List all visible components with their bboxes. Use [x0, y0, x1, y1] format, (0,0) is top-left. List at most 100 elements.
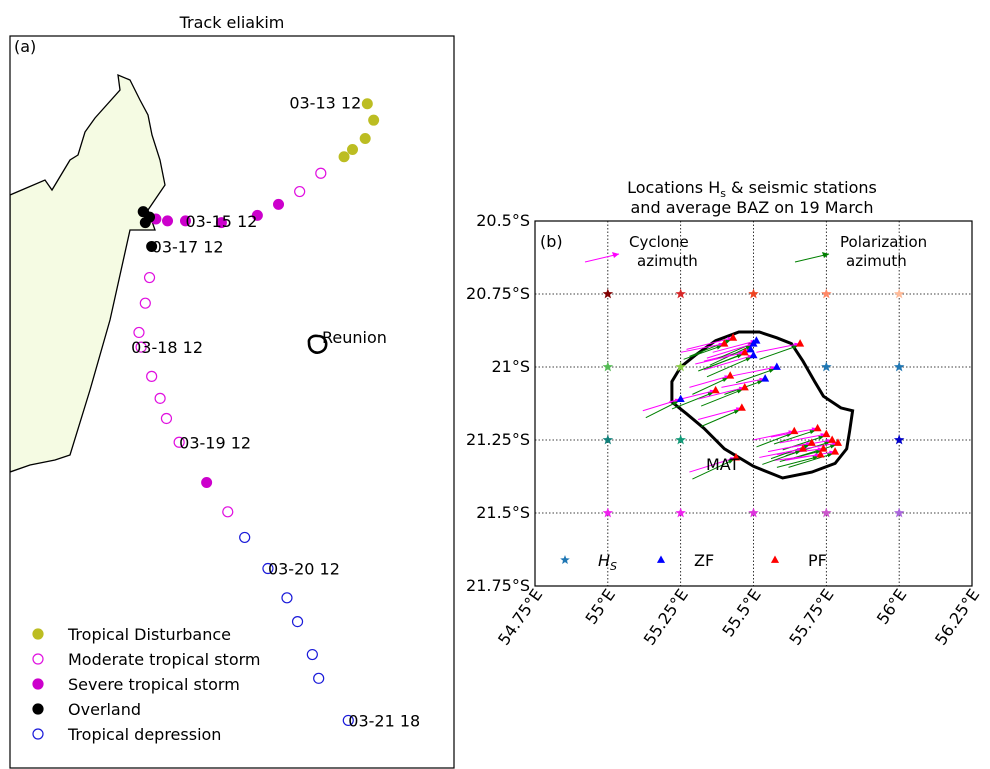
hs-point-5: [602, 361, 614, 372]
hs-point-16: [893, 507, 905, 518]
track-annotation-4: 03-19 12: [179, 433, 251, 452]
pf-station-8: [740, 347, 749, 356]
legend-marker-overland: [32, 703, 44, 715]
reunion-label: Reunion: [322, 328, 387, 347]
track-annotation-0: 03-13 12: [289, 94, 361, 113]
arrow-legend-head-1: [822, 252, 829, 258]
hs-point-13: [675, 507, 686, 518]
track-point-1: [368, 114, 380, 126]
marker-legend-symbol-1: [656, 555, 666, 563]
hs-points: [602, 288, 905, 518]
arrow-legend-label-0-a: Cyclone: [629, 233, 689, 251]
marker-legend-symbol-0: [560, 555, 570, 564]
polarization-arrow-8-head: [736, 354, 743, 359]
pf-station-9: [720, 339, 729, 347]
track-annotations: 03-13 12 03-15 12 03-17 12 03-18 12 03-19 12…: [131, 94, 420, 731]
marker-legend-label-0: HS: [598, 551, 617, 573]
cyclone-arrow-2: [712, 340, 757, 353]
polarization-arrow-6-head: [672, 401, 679, 406]
zf-station-3: [749, 339, 758, 347]
track-point-8: [251, 209, 263, 221]
track-point-28: [262, 562, 274, 575]
polarization-arrow-1-head: [745, 357, 752, 362]
madagascar-coastline: [10, 73, 166, 473]
polarization-arrow-11-head: [707, 392, 714, 397]
pf-station-10: [726, 371, 735, 379]
hs-point-10: [675, 434, 686, 445]
legend-label-moderate_tropical_storm: Moderate tropical storm: [68, 650, 260, 669]
hs-point-4: [893, 288, 905, 299]
pf-station-14: [796, 339, 805, 347]
marker-legend-label-1: ZF: [694, 551, 714, 570]
polarization-arrow-14: [759, 345, 799, 360]
panel-a-title: Track eliakim: [179, 13, 285, 32]
track-point-7: [273, 198, 285, 210]
track-points: [133, 98, 380, 727]
polarization-arrow-25-head: [728, 459, 735, 464]
cyclone-arrow-3: [706, 343, 754, 359]
ytick-label-4: 21.5°S: [476, 503, 530, 522]
polarization-arrow-16: [773, 429, 816, 445]
panel-b-ticks: 20.5°S20.75°S21°S21.25°S21.5°S21.75°S54.…: [466, 211, 983, 649]
polarization-arrow-22: [788, 453, 834, 468]
panel-b-title-line2: and average BAZ on 19 March: [631, 198, 874, 217]
cyclone-arrow-21: [767, 442, 812, 453]
panel-a-legend: Tropical Disturbance Moderate tropical st…: [32, 625, 260, 744]
track-point-19: [133, 326, 145, 339]
track-point-30: [291, 615, 304, 628]
ytick-label-3: 21.25°S: [466, 430, 530, 449]
track-point-33: [342, 714, 354, 727]
polarization-arrow-9: [683, 345, 723, 360]
pf-station-20: [819, 444, 828, 452]
polarization-arrow-23: [776, 456, 819, 468]
legend-marker-moderate_tropical_storm: [32, 653, 44, 665]
pf-station-7: [729, 333, 738, 341]
cyclone-arrow-8: [695, 351, 745, 365]
track-point-21: [146, 370, 158, 382]
hs-point-1: [675, 288, 686, 299]
legend-label-tropical_depression: Tropical depression: [67, 725, 221, 744]
polarization-arrow-11: [671, 391, 714, 410]
arrow-legend-label-0-b: azimuth: [637, 252, 698, 270]
cyclone-arrow-12: [698, 386, 745, 400]
cyclone-arrow-15: [753, 430, 795, 441]
cyclone-arrow-24: [759, 448, 804, 458]
track-point-26: [222, 506, 234, 518]
cyclone-arrow-5: [733, 366, 777, 377]
pf-station-16: [813, 423, 822, 432]
track-point-27: [239, 531, 251, 544]
track-point-2: [359, 132, 371, 144]
xtick-label-4: 55.75°E: [785, 585, 837, 648]
ytick-label-1: 20.75°S: [466, 284, 530, 303]
cyclone-arrow-25: [689, 457, 737, 473]
polarization-arrow-13: [700, 409, 741, 427]
xtick-label-3: 55.5°E: [718, 585, 764, 640]
zf-station-1: [749, 350, 758, 359]
track-point-4: [338, 151, 350, 163]
legend-marker-tropical_depression: [32, 728, 44, 740]
pf-station-25: [731, 453, 741, 461]
pf-station-23: [816, 450, 825, 458]
track-annotation-6: 03-21 18: [348, 711, 420, 730]
polarization-arrow-25: [692, 459, 735, 480]
hs-point-9: [602, 434, 614, 445]
track-point-22: [154, 392, 166, 404]
polarization-arrow-6: [645, 400, 679, 419]
polarization-arrow-7-head: [725, 339, 732, 344]
panel-b-frame: [534, 220, 973, 587]
hs-point-2: [748, 288, 759, 299]
polarization-arrow-24: [762, 450, 802, 465]
ytick-label-5: 21.75°S: [466, 576, 530, 595]
track-point-15: [139, 217, 151, 229]
pf-station-24: [798, 444, 808, 452]
marker-legend-label-2: PF: [808, 551, 827, 570]
track-annotation-5: 03-20 12: [268, 560, 340, 579]
cyclone-arrow-10: [689, 375, 731, 388]
track-point-29: [281, 592, 293, 604]
track-annotation-2: 03-17 12: [152, 237, 224, 256]
hs-point-15: [821, 507, 832, 518]
ytick-label-0: 20.5°S: [476, 211, 530, 230]
track-annotation-1: 03-15 12: [185, 212, 257, 231]
panel-a-label: (a): [14, 37, 36, 56]
